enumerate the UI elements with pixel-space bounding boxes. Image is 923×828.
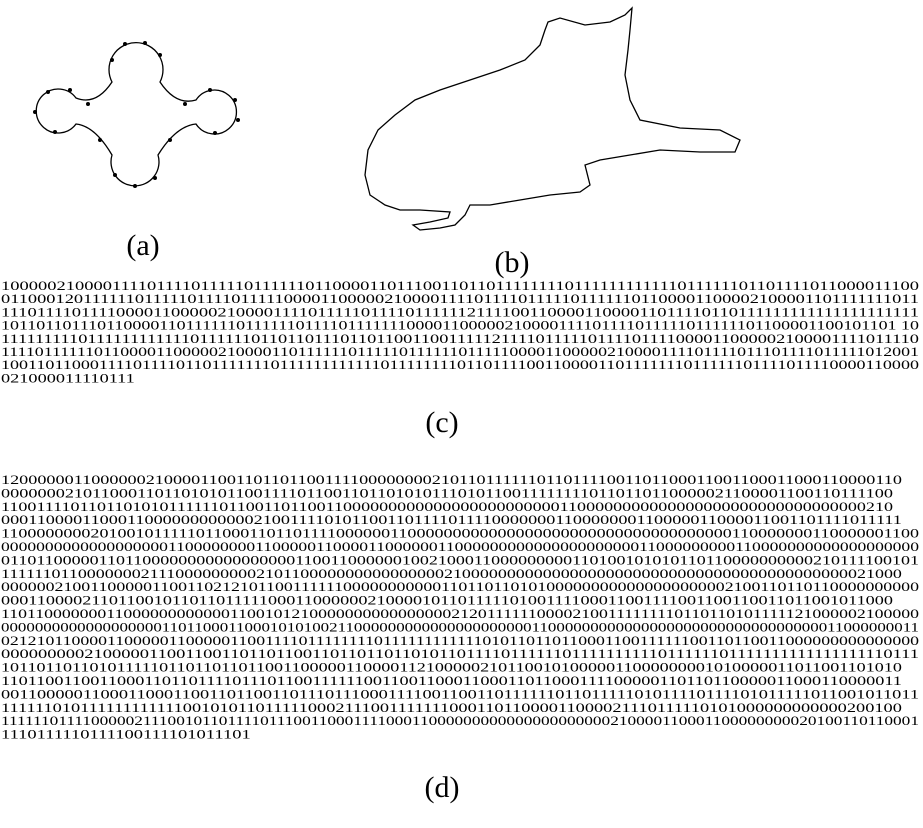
code-line: 1110111110111100111101011101: [1, 727, 251, 742]
panel-label: (a): [126, 229, 159, 262]
panel-label: (c): [425, 406, 458, 439]
panel-label: (d): [425, 771, 460, 804]
code-line: 021000011110111: [1, 370, 135, 385]
code-line: 1001101100011110111101101111111011111111…: [1, 357, 919, 372]
figure: (a) (b) 10000021000011110111101111101111…: [0, 0, 923, 828]
panel-label: (b): [495, 246, 530, 279]
